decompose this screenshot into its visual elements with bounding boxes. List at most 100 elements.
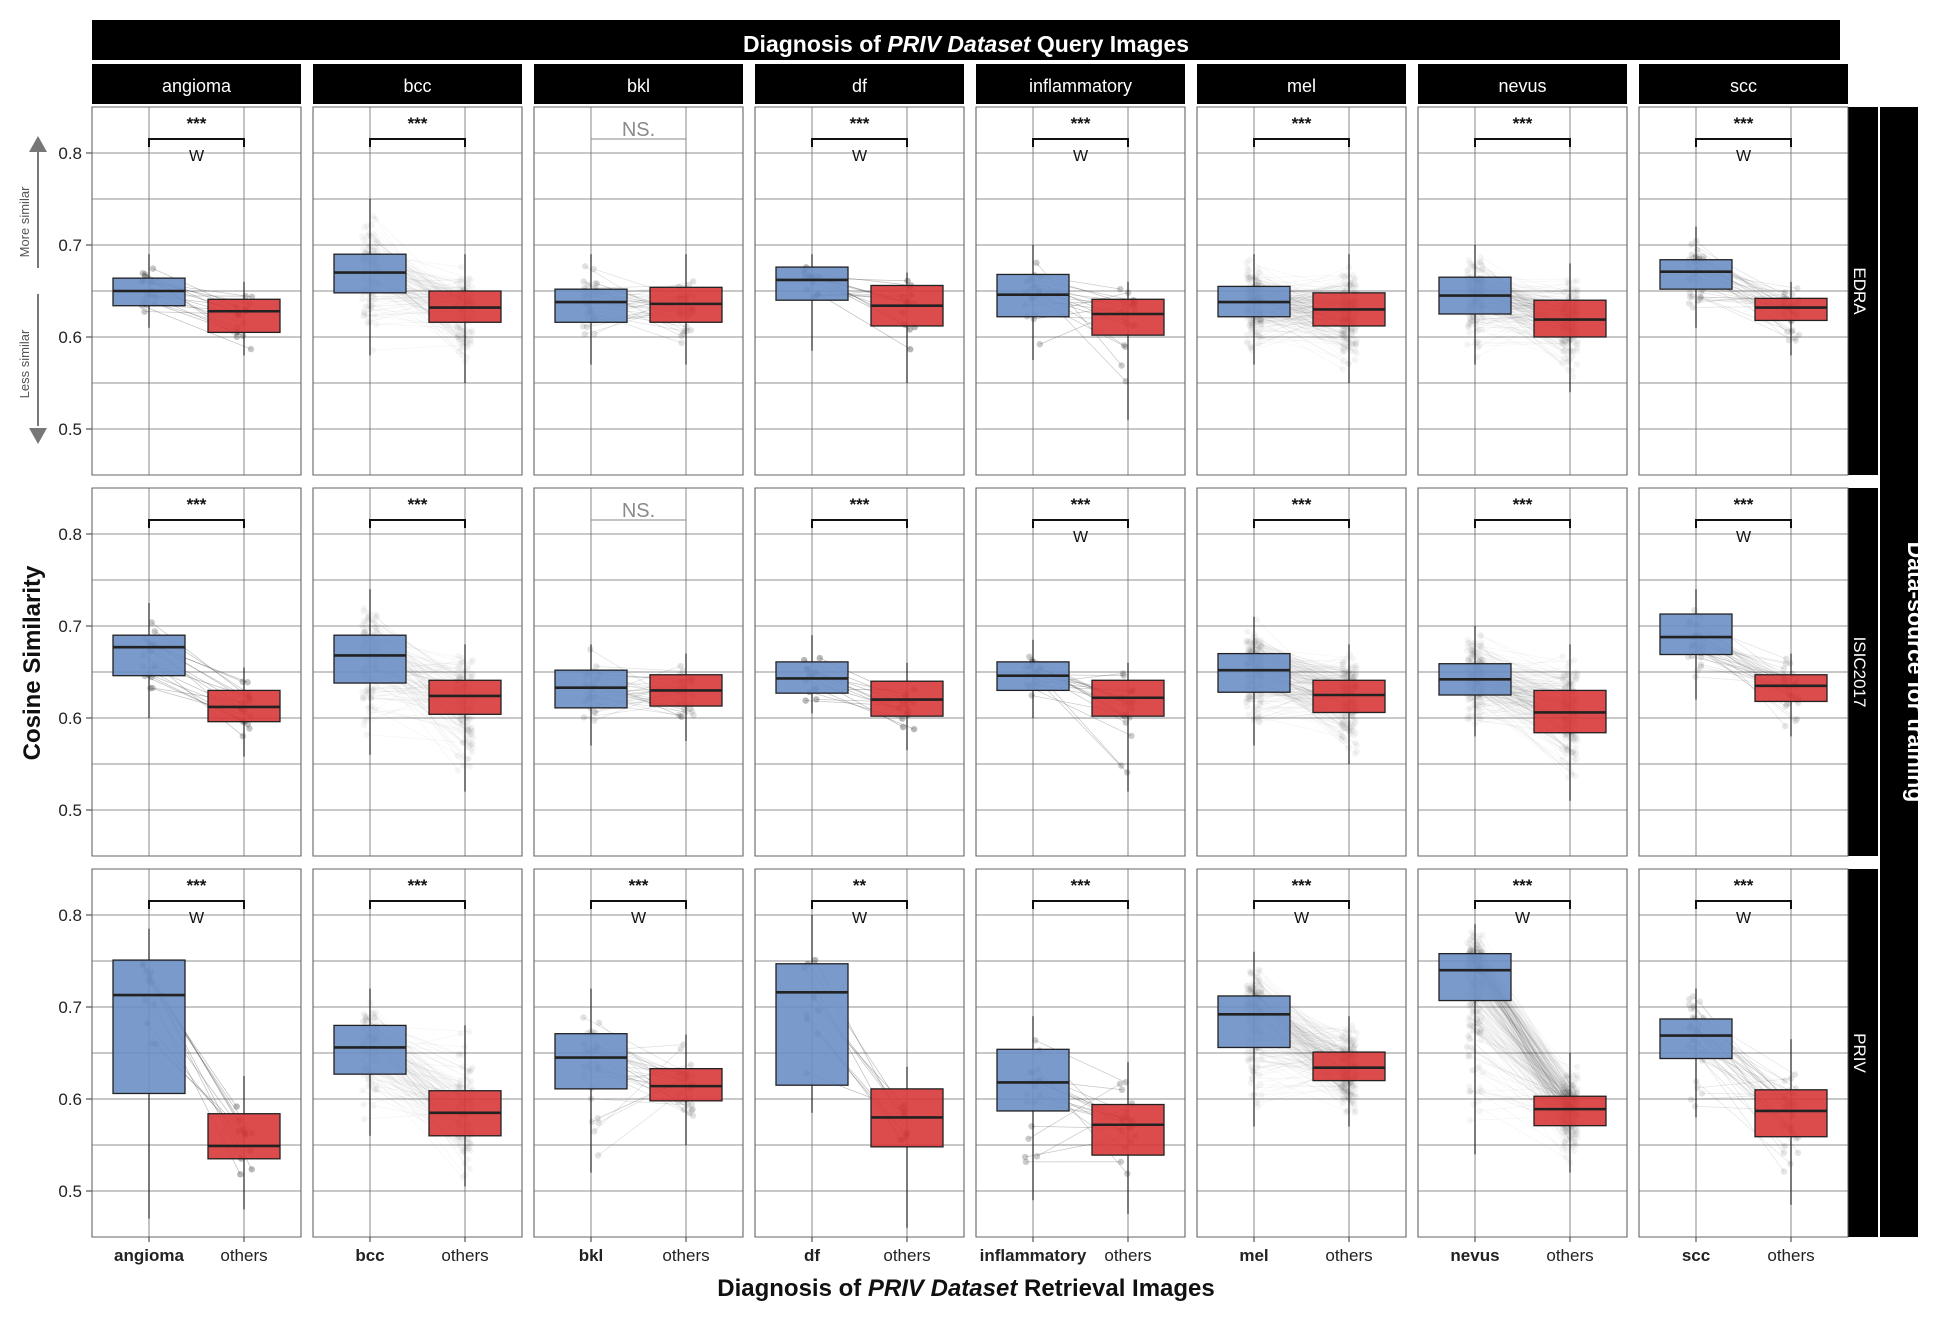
data-point bbox=[360, 308, 368, 316]
data-point bbox=[1341, 333, 1349, 341]
query-box bbox=[333, 199, 407, 356]
data-point bbox=[239, 332, 247, 339]
data-point bbox=[454, 767, 462, 774]
paired-line bbox=[1470, 321, 1578, 344]
box-body bbox=[1312, 679, 1386, 714]
data-point bbox=[1463, 715, 1471, 722]
significance-bracket: *** bbox=[1253, 114, 1350, 147]
paired-line bbox=[1260, 314, 1349, 365]
data-point bbox=[360, 1101, 367, 1108]
paired-line bbox=[1246, 262, 1352, 291]
data-point bbox=[369, 247, 377, 255]
data-point bbox=[1782, 722, 1789, 730]
significance-label: *** bbox=[629, 876, 649, 895]
significance-bracket: ***W bbox=[1032, 114, 1129, 165]
data-point bbox=[1348, 333, 1355, 340]
data-point bbox=[1257, 318, 1265, 325]
significance-label: *** bbox=[187, 495, 207, 514]
data-point bbox=[458, 263, 465, 271]
direction-arrow: More similar Less similar bbox=[17, 136, 47, 444]
data-point bbox=[1256, 317, 1263, 324]
data-point bbox=[1474, 338, 1481, 345]
data-point bbox=[1781, 289, 1789, 296]
query-box bbox=[112, 254, 186, 328]
data-point bbox=[467, 1078, 475, 1085]
y-axis-title: Cosine Similarity bbox=[19, 565, 46, 760]
paired-line bbox=[1259, 275, 1347, 287]
data-point bbox=[360, 1115, 368, 1123]
data-point bbox=[1257, 324, 1265, 331]
data-point bbox=[1255, 340, 1262, 347]
facet-panel: *** bbox=[1417, 106, 1628, 476]
column-strip-label: scc bbox=[1730, 76, 1757, 96]
data-point bbox=[1256, 316, 1264, 324]
data-point bbox=[590, 717, 598, 724]
facet-panel: *** bbox=[312, 106, 523, 476]
data-point bbox=[1340, 325, 1348, 332]
box-body bbox=[554, 669, 628, 709]
data-point bbox=[1340, 346, 1347, 354]
data-point bbox=[1339, 340, 1347, 347]
data-point bbox=[462, 339, 470, 346]
facet-panel: ***W bbox=[754, 106, 965, 476]
data-point bbox=[1250, 274, 1257, 281]
data-point bbox=[594, 1152, 602, 1159]
data-point bbox=[907, 346, 914, 353]
data-point bbox=[370, 231, 378, 239]
paired-line bbox=[1471, 266, 1575, 293]
significance-bracket: ***W bbox=[811, 114, 908, 165]
others-box bbox=[870, 272, 944, 383]
data-point bbox=[466, 731, 474, 739]
data-point bbox=[373, 627, 381, 634]
data-point bbox=[1026, 653, 1033, 661]
data-point bbox=[1473, 324, 1480, 331]
data-point bbox=[1340, 330, 1348, 337]
significance-label: NS. bbox=[622, 119, 655, 141]
query-box bbox=[554, 254, 628, 365]
data-point bbox=[1255, 329, 1262, 336]
data-point bbox=[151, 628, 159, 635]
data-point bbox=[1243, 271, 1250, 278]
box-body bbox=[554, 288, 628, 323]
column-strip bbox=[1197, 64, 1406, 104]
data-point bbox=[1122, 378, 1129, 385]
data-point bbox=[685, 1109, 693, 1117]
data-point bbox=[1120, 672, 1127, 679]
data-point bbox=[1478, 266, 1485, 274]
data-point bbox=[1036, 341, 1043, 348]
data-point bbox=[1341, 279, 1348, 286]
data-point bbox=[1341, 330, 1348, 337]
data-point bbox=[1794, 285, 1801, 292]
data-point bbox=[466, 336, 474, 344]
data-point bbox=[368, 303, 375, 311]
data-point bbox=[365, 230, 373, 237]
paired-line bbox=[1471, 313, 1565, 352]
data-point bbox=[1244, 264, 1251, 272]
box-body bbox=[1754, 674, 1828, 703]
y-tick-label: 0.8 bbox=[58, 525, 82, 544]
data-point bbox=[1784, 328, 1791, 336]
data-point bbox=[1686, 293, 1694, 301]
paired-line bbox=[1477, 342, 1568, 344]
paired-line bbox=[364, 314, 461, 327]
data-point bbox=[1339, 348, 1347, 356]
data-point bbox=[1340, 329, 1347, 337]
top-title: Diagnosis of PRIV Dataset Query Images bbox=[743, 31, 1189, 57]
box-body bbox=[1091, 298, 1165, 336]
data-point bbox=[458, 327, 465, 334]
data-point bbox=[1574, 277, 1581, 285]
row-strip-label: ISIC2017 bbox=[1850, 637, 1869, 708]
data-point bbox=[1251, 638, 1259, 645]
data-point bbox=[466, 328, 474, 336]
data-point bbox=[1247, 273, 1254, 281]
data-point bbox=[369, 302, 376, 309]
data-point bbox=[1342, 656, 1350, 663]
data-point bbox=[1339, 327, 1346, 335]
paired-line bbox=[1256, 284, 1356, 288]
data-point bbox=[458, 342, 466, 349]
data-point bbox=[1689, 304, 1697, 311]
data-point bbox=[1257, 316, 1264, 324]
column-strip-label: inflammatory bbox=[1029, 76, 1132, 96]
column-strip bbox=[1418, 64, 1627, 104]
data-point bbox=[587, 646, 594, 653]
